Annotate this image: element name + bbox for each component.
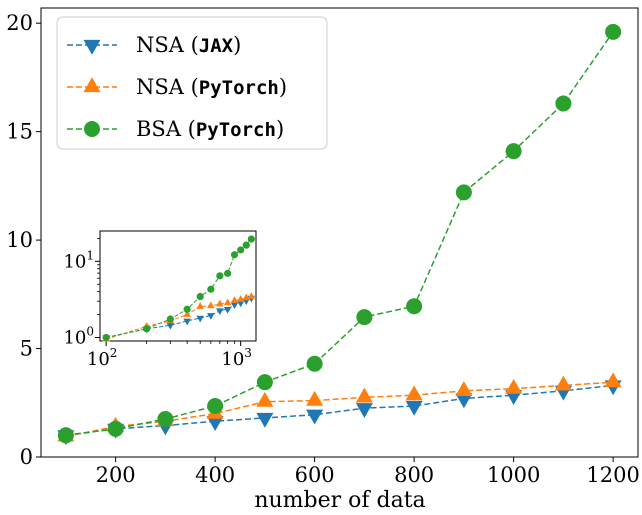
main-axis-ticks: 200 400 600 800 1000 1200 0 5 10 15 20	[6, 11, 640, 487]
legend-label: NSA (PyTorch)	[136, 75, 287, 99]
legend-label: BSA (PyTorch)	[136, 117, 284, 141]
data-point	[207, 398, 224, 415]
legend-marker	[83, 39, 101, 55]
inset-data-point	[230, 302, 239, 310]
legend-frame	[56, 16, 328, 150]
data-point	[157, 411, 174, 428]
y-tick-label: 0	[20, 445, 33, 469]
x-tick-label: 1200	[586, 463, 639, 487]
inset-data-point	[223, 298, 232, 306]
data-point	[405, 385, 423, 401]
inset-data-point	[230, 251, 239, 259]
data-point	[455, 381, 473, 396]
x-axis-label: number of data	[254, 488, 425, 513]
inset-plot-frame	[99, 230, 257, 342]
data-point	[505, 378, 523, 394]
data-point	[57, 427, 74, 444]
inset-data-point	[236, 300, 245, 308]
inset-data-point	[196, 292, 204, 301]
main-series-group	[57, 23, 622, 446]
y-tick-label: 20	[6, 11, 33, 35]
legend-label: NSA (JAX)	[136, 33, 241, 57]
inset-data-point	[166, 315, 174, 323]
data-point	[505, 390, 523, 405]
data-point	[405, 400, 423, 416]
main-plot-frame	[40, 7, 639, 458]
data-point	[604, 372, 622, 388]
inset-x-tick-label: 103	[221, 346, 252, 370]
legend-entry-3: BSA (PyTorch)	[67, 117, 284, 141]
y-tick-label: 15	[6, 120, 33, 144]
inset-data-point	[247, 292, 256, 299]
x-tick-label: 1000	[487, 463, 540, 487]
main-plot: 200 400 600 800 1000 1200 0 5 10 15 20 number of d…	[6, 7, 640, 513]
series-line	[65, 31, 614, 437]
inset-data-point	[207, 285, 215, 293]
inset-data-point	[166, 322, 175, 330]
inset-data-point	[196, 302, 204, 309]
inset-plot: 102 103 100 101	[63, 230, 257, 370]
legend-marker	[84, 121, 100, 137]
data-point	[256, 412, 274, 428]
data-point	[554, 375, 572, 391]
inset-data-point	[183, 305, 191, 313]
inset-data-point	[242, 241, 250, 249]
inset-y-tick-label: 100	[63, 325, 94, 349]
inset-data-point	[224, 269, 232, 277]
data-point	[455, 393, 473, 409]
inset-data-point	[216, 299, 224, 307]
inset-data-point	[216, 272, 224, 280]
data-point	[455, 184, 472, 201]
x-tick-label: 400	[195, 463, 235, 487]
data-point	[206, 416, 224, 431]
data-point	[355, 403, 373, 418]
data-point	[256, 391, 274, 407]
legend: NSA (JAX) NSA (PyTorch) BSA (PyTorch)	[56, 16, 328, 150]
data-point	[256, 374, 273, 391]
legend-marker	[83, 77, 101, 93]
inset-y-tick-label: 101	[63, 248, 94, 272]
inset-series-line	[106, 296, 252, 340]
legend-entry-1: NSA (JAX)	[67, 33, 241, 57]
inset-series-group	[102, 235, 256, 342]
inset-data-point	[223, 306, 232, 314]
inset-axis-ticks: 102 103 100 101	[63, 237, 252, 370]
data-point	[306, 390, 324, 406]
data-point	[107, 420, 124, 437]
inset-data-point	[230, 296, 239, 303]
inset-data-point	[102, 333, 110, 342]
inset-data-point	[143, 325, 151, 333]
data-point	[555, 95, 572, 112]
inset-data-point	[207, 301, 215, 309]
series-line	[65, 381, 614, 438]
data-point	[505, 143, 522, 160]
inset-data-point	[183, 318, 191, 326]
series-3	[57, 23, 622, 444]
legend-entry-2: NSA (PyTorch)	[67, 75, 287, 99]
data-point	[605, 23, 622, 40]
inset-series-3	[102, 235, 255, 342]
data-point	[306, 355, 323, 372]
inset-data-point	[196, 315, 204, 323]
y-tick-label: 10	[6, 228, 33, 252]
x-tick-label: 200	[96, 463, 136, 487]
inset-data-point	[183, 310, 191, 317]
inset-data-point	[237, 246, 245, 254]
inset-data-point	[247, 235, 255, 243]
x-tick-label: 600	[295, 463, 335, 487]
data-point	[406, 298, 423, 315]
data-point	[355, 387, 373, 403]
data-point	[306, 409, 324, 425]
inset-x-tick-label: 102	[87, 346, 118, 370]
inset-data-point	[207, 313, 215, 320]
y-tick-label: 5	[20, 337, 33, 361]
inset-data-point	[216, 308, 224, 316]
x-tick-label: 800	[394, 463, 434, 487]
data-point	[356, 309, 373, 326]
